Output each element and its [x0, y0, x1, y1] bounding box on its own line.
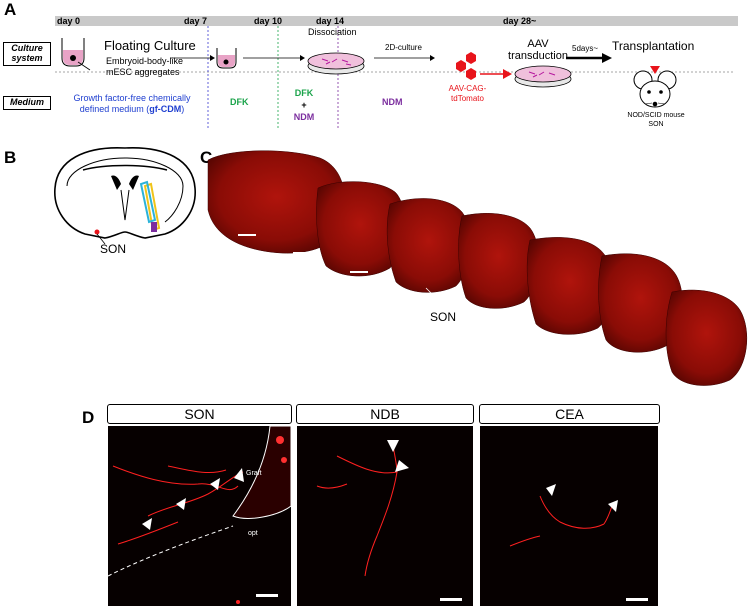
- opt-label: opt: [248, 530, 258, 537]
- medium-label: Medium: [3, 96, 51, 110]
- aggregates-text: Embryoid-body-like mESC aggregates: [106, 56, 184, 77]
- graft-label: Graft: [246, 470, 262, 477]
- culture-system-label: Culture system: [3, 42, 51, 66]
- son-micrograph: Graft opt: [108, 426, 291, 606]
- mouse-label: NOD/SCID mouse SON: [627, 112, 685, 128]
- panel-c-son-label: SON: [430, 310, 457, 324]
- coronal-brain-schematic: [54, 147, 196, 245]
- panel-b-letter: B: [4, 148, 17, 167]
- day-28-label: day 28~: [503, 16, 537, 26]
- day-10-label: day 10: [254, 16, 283, 26]
- timeline-bar: [55, 16, 738, 26]
- transplantation-label: Transplantation: [612, 39, 695, 53]
- ndm-label: NDM: [382, 97, 403, 107]
- panel-a-graphics: [55, 26, 735, 130]
- floating-culture-title: Floating Culture: [104, 38, 196, 53]
- panel-d-title-son: SON: [107, 404, 292, 424]
- panel-d-title-ndb: NDB: [296, 404, 474, 424]
- dissociation-label: Dissociation: [308, 27, 357, 37]
- dfk-ndm-label: DFK + NDM: [293, 88, 315, 122]
- five-days-label: 5days~: [572, 44, 599, 53]
- day-0-label: day 0: [57, 16, 81, 26]
- two-d-culture-label: 2D-culture: [385, 43, 422, 52]
- day-7-label: day 7: [184, 16, 208, 26]
- aav-transduction-label: AAV transduction: [508, 38, 568, 62]
- panel-b-son-label: SON: [100, 242, 127, 256]
- cea-micrograph: [480, 426, 658, 606]
- dfk-label: DFK: [230, 97, 249, 107]
- panel-d-title-cea: CEA: [479, 404, 660, 424]
- day-14-label: day 14: [316, 16, 345, 26]
- brain-section-series: [207, 150, 748, 386]
- panel-d-letter: D: [82, 408, 95, 427]
- panel-a-letter: A: [4, 0, 17, 19]
- aav-vector-label: AAV-CAG-tdTomato: [448, 84, 487, 103]
- ndb-micrograph: [297, 426, 473, 606]
- gfcdm-text: Growth factor-free chemically defined me…: [73, 93, 191, 114]
